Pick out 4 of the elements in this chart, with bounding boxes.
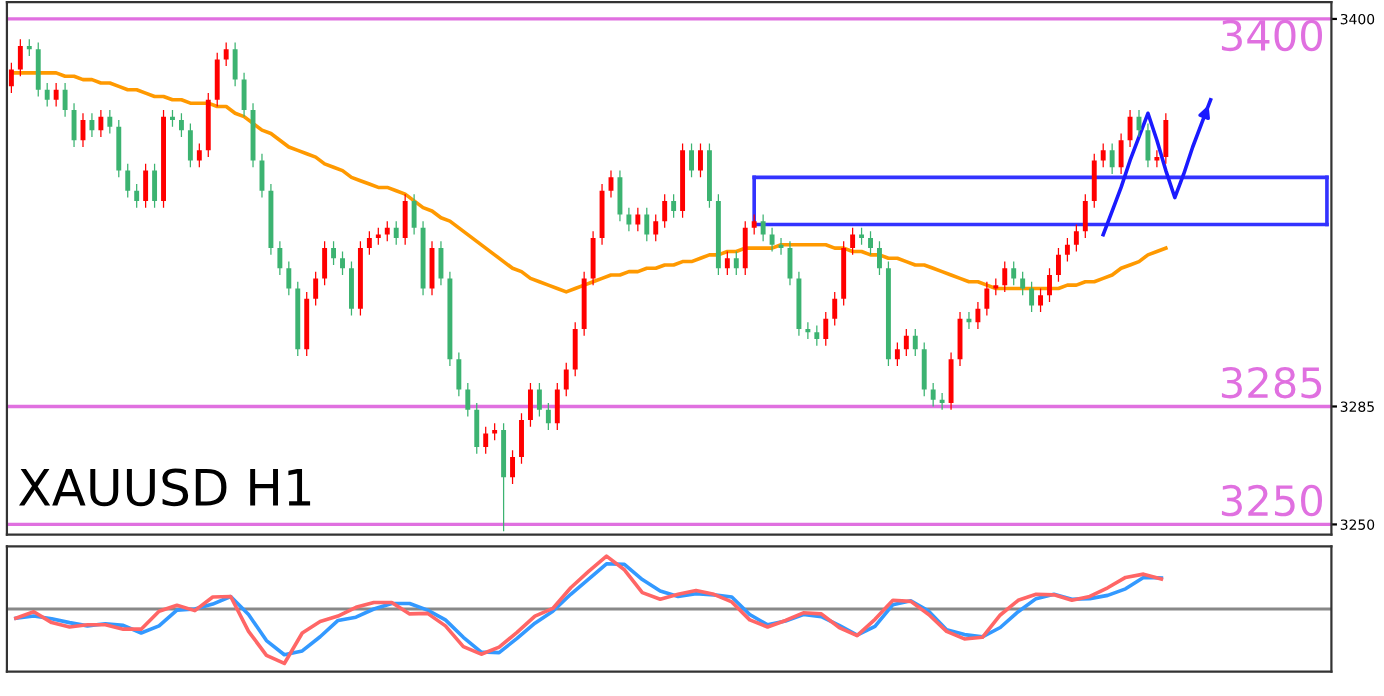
y-tick-label: 3250: [1221, 484, 1323, 517]
y-tick-label: 3285: [1221, 366, 1322, 399]
y-tick-label: 3400: [1221, 19, 1323, 52]
text: XAUUSD H1: [19, 468, 311, 507]
